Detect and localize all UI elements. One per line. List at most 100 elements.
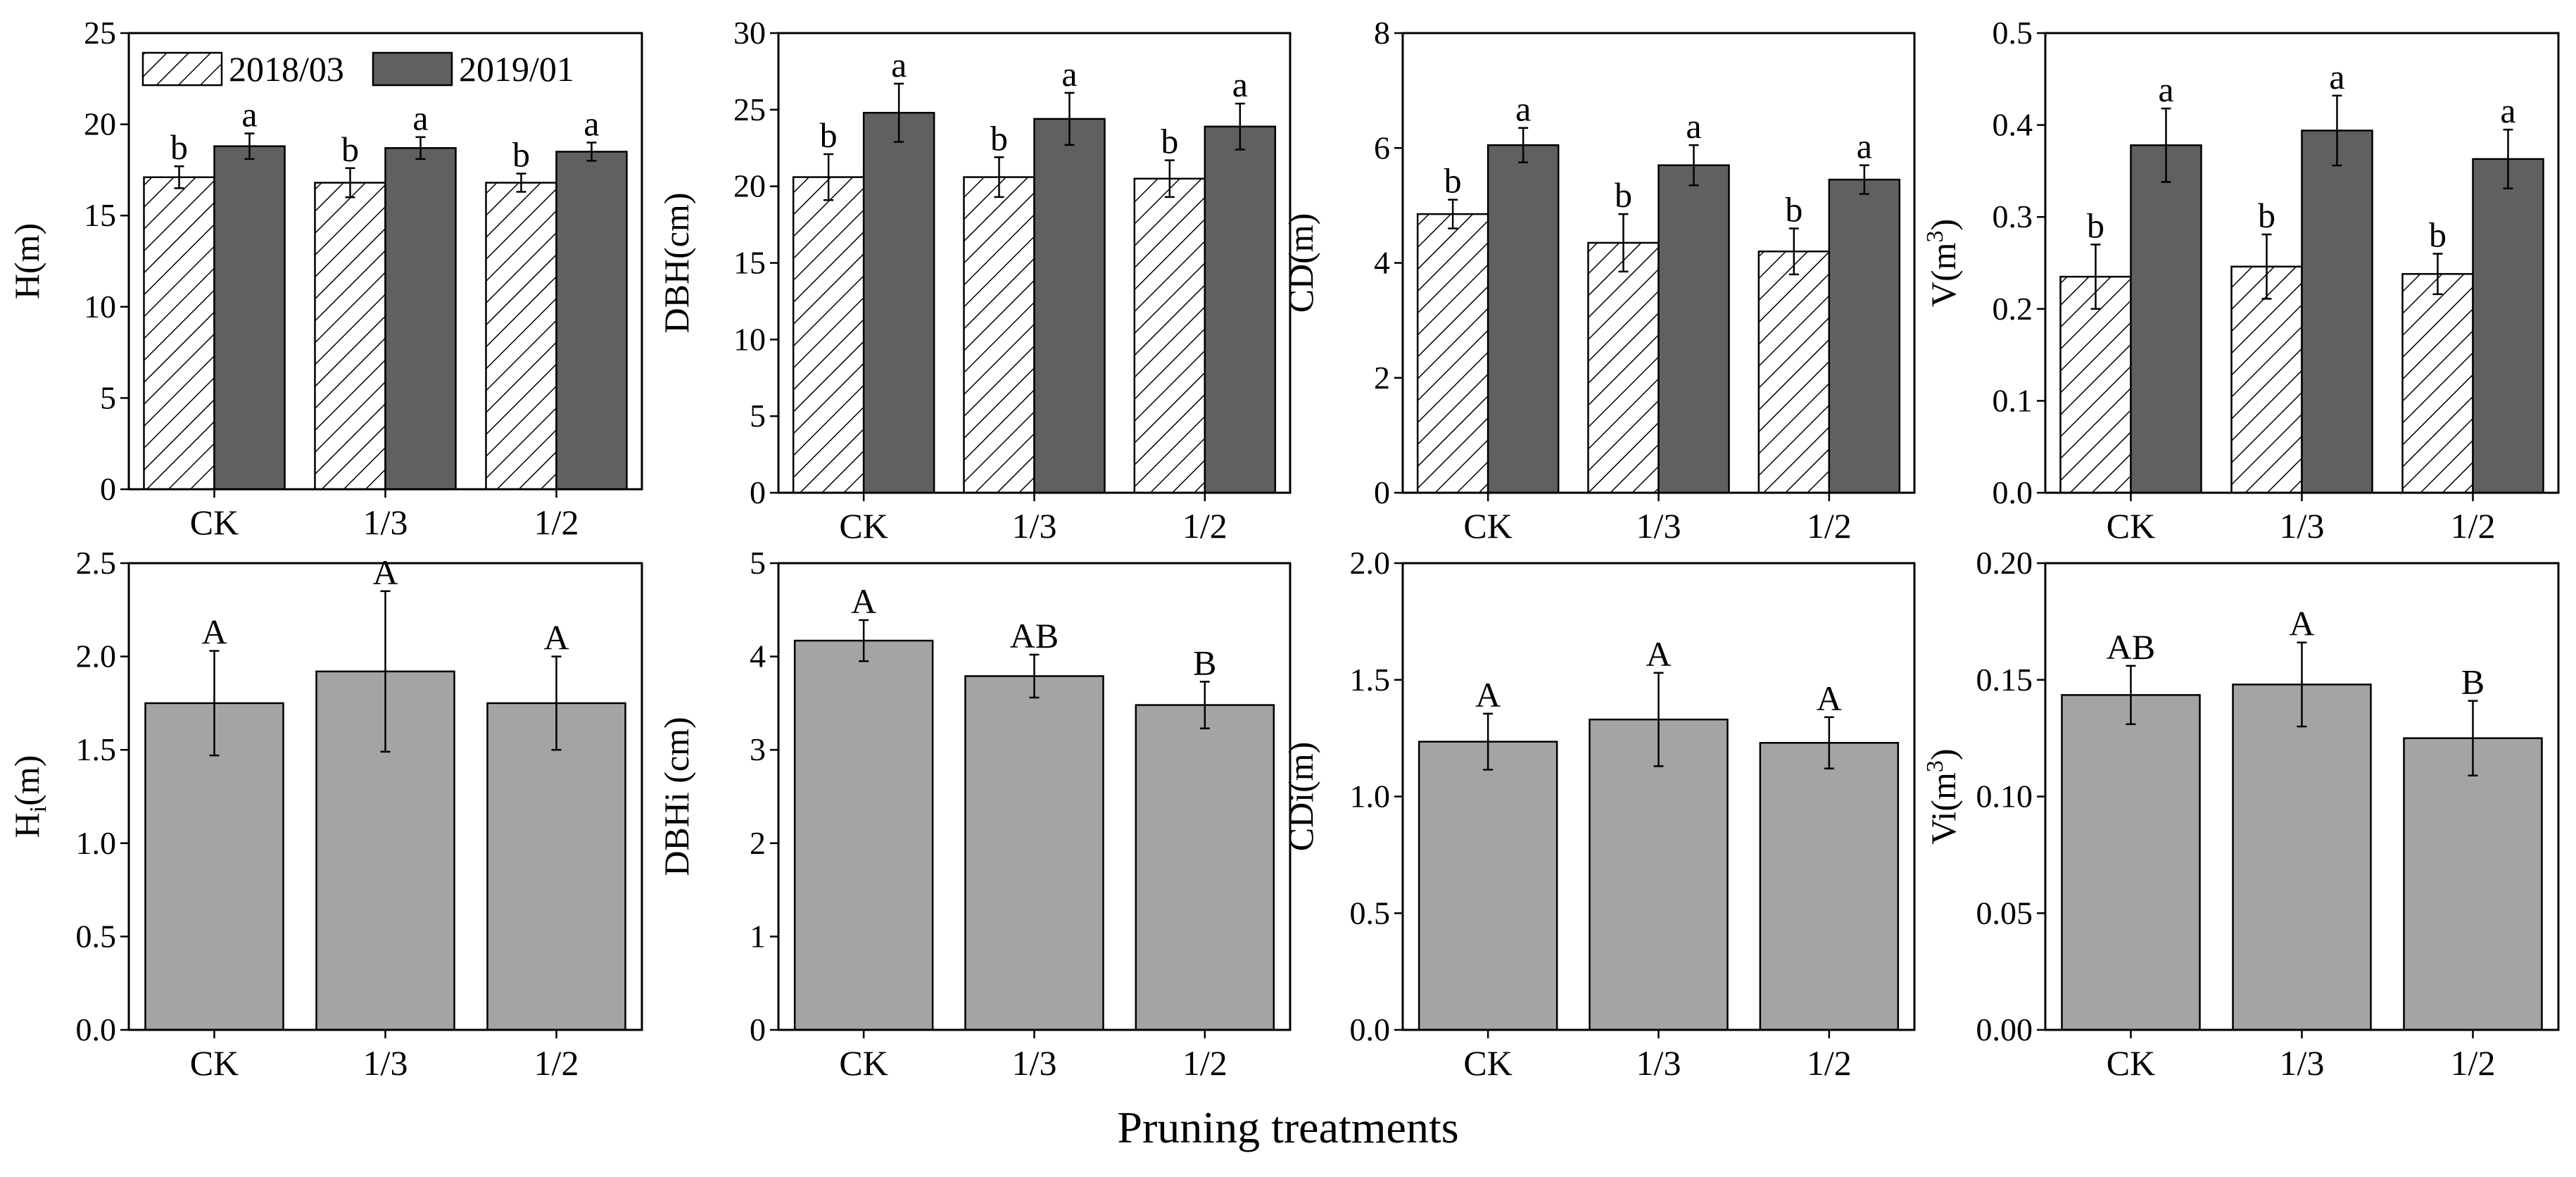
- chart-H-s2018-cat1-bar: [314, 182, 386, 491]
- chart-CD-y-tick-label: 2: [1374, 360, 1390, 396]
- chart-CDi-y-tick-label: 2.0: [1350, 545, 1391, 581]
- chart-CDi-y-axis-title: CDi(m): [1281, 742, 1320, 852]
- chart-Vi-cat2-bar: [2403, 737, 2543, 1031]
- chart-DBH-s2018-cat1-bar: [963, 176, 1035, 494]
- chart-DBH-y-tick-label: 5: [750, 398, 766, 434]
- chart-H-y-tick-label: 15: [84, 197, 116, 233]
- chart-H-s2019-cat1-bar: [384, 147, 457, 491]
- chart-H-s2019-cat0-significance-label: a: [241, 95, 257, 134]
- chart-CDi-cat0-bar: [1418, 741, 1558, 1031]
- chart-V-s2019-cat1-significance-label: a: [2329, 57, 2344, 96]
- chart-Vi-y-axis-title: Vi(m3): [1922, 748, 1963, 844]
- chart-Vi-x-tick-label: CK: [2107, 1043, 2155, 1083]
- chart-CD-y-tick-label: 4: [1374, 245, 1390, 281]
- chart-Hi-y-tick-label: 2.0: [76, 638, 117, 674]
- chart-CD-s2019-cat0-bar: [1486, 144, 1560, 494]
- chart-panel-V: b a CK b a 1/3 b a 1/2 0.0 0.1 0.2 0.3 0.4 0.5 V(m3): [1922, 15, 2560, 546]
- chart-Hi-cat0-significance-label: A: [201, 612, 227, 652]
- chart-V-x-tick-label: CK: [2107, 506, 2155, 546]
- chart-CDi-frame: [1401, 562, 1916, 1031]
- chart-CD-s2018-cat1-bar: [1587, 241, 1660, 494]
- chart-CD-s2019-cat0-significance-label: a: [1515, 89, 1531, 129]
- chart-Hi-y-tick-label: 0.0: [76, 1012, 117, 1047]
- chart-H-frame: [127, 32, 643, 491]
- chart-Hi-x-tick-label: 1/3: [363, 1043, 408, 1083]
- chart-H-s2018-cat1-significance-label: b: [341, 130, 359, 169]
- chart-CD-s2019-cat2-bar: [1828, 178, 1901, 494]
- chart-CDi-x-tick-label: CK: [1463, 1043, 1512, 1083]
- chart-V-frame: [2044, 32, 2560, 494]
- chart-DBHi-y-tick-label: 0: [750, 1012, 766, 1047]
- chart-Hi-x-tick-label: 1/2: [534, 1043, 579, 1083]
- y-axis-title-end: (m): [7, 755, 46, 806]
- chart-V-s2018-cat1-significance-label: b: [2258, 196, 2275, 235]
- chart-CD-s2019-cat2-significance-label: a: [1857, 127, 1872, 166]
- chart-Vi-frame: [2044, 562, 2560, 1031]
- chart-DBH-x-tick-label: CK: [839, 506, 888, 546]
- chart-CD-x-tick-label: CK: [1463, 506, 1512, 546]
- chart-DBH-y-tick-label: 25: [733, 92, 766, 127]
- chart-CDi-y-tick-label: 0.0: [1350, 1012, 1391, 1047]
- chart-V-s2018-cat0-bar: [2059, 275, 2132, 494]
- chart-CD-y-tick-label: 0: [1374, 474, 1390, 510]
- chart-CDi-y-tick-label: 0.5: [1350, 895, 1391, 931]
- chart-Vi-y-tick-label: 0.00: [1976, 1012, 2033, 1047]
- chart-Hi-y-tick-label: 0.5: [76, 918, 117, 954]
- chart-CDi-x-tick-label: 1/2: [1807, 1043, 1852, 1083]
- chart-CDi-y-tick-label: 1.0: [1350, 779, 1391, 814]
- chart-DBH-s2018-cat0-significance-label: b: [820, 115, 838, 155]
- chart-DBH-x-tick-label: 1/3: [1012, 506, 1057, 546]
- chart-DBHi-x-tick-label: 1/2: [1182, 1043, 1227, 1083]
- chart-CD-s2019-cat1-bar: [1658, 164, 1730, 494]
- chart-Vi-x-tick-label: 1/2: [2451, 1043, 2496, 1083]
- chart-H-s2019-cat1-significance-label: a: [412, 99, 428, 138]
- chart-Hi-cat1-significance-label: A: [372, 553, 398, 592]
- chart-DBHi-cat0-bar: [793, 639, 934, 1031]
- chart-V-s2019-cat0-significance-label: a: [2158, 70, 2173, 109]
- chart-V-s2019-cat2-bar: [2472, 158, 2544, 494]
- chart-DBH-s2019-cat2-bar: [1204, 125, 1277, 494]
- chart-panel-H: b a CK b a 1/3 b a 1/2 0 5 10 15 20 25 H(m): [7, 15, 643, 542]
- chart-H-s2018-cat2-significance-label: b: [512, 135, 530, 175]
- chart-panel-Vi: AB CK A 1/3 B 1/2 0.00 0.05 0.10 0.15 0.20 Vi(m3): [1922, 545, 2560, 1083]
- chart-CD-s2018-cat0-bar: [1416, 213, 1489, 494]
- chart-panel-CD: b a CK b a 1/3 b a 1/2 0 2 4 6 8 CD(m): [1281, 15, 1916, 546]
- chart-Hi-y-tick-label: 2.5: [76, 545, 117, 581]
- chart-DBH-s2018-cat1-significance-label: b: [990, 118, 1008, 158]
- y-axis-title-main: Vi(m: [1924, 772, 1963, 845]
- chart-H-y-tick-label: 5: [100, 379, 116, 415]
- chart-Hi-y-tick-label: 1.0: [76, 825, 117, 861]
- chart-panel-DBH: b a CK b a 1/3 b a 1/2 0 5 10 15 20 25 30 DBH(cm): [657, 15, 1292, 546]
- chart-Hi-y-axis-title: Hi(m): [7, 755, 51, 838]
- chart-CDi-cat1-bar: [1589, 718, 1729, 1031]
- chart-V-y-tick-label: 0.1: [1993, 382, 2033, 418]
- chart-CD-s2018-cat0-significance-label: b: [1444, 161, 1462, 201]
- chart-CDi-y-tick-label: 1.5: [1350, 662, 1391, 698]
- chart-panel-CDi: A CK A 1/3 A 1/2 0.0 0.5 1.0 1.5 2.0 CDi(m): [1281, 545, 1916, 1083]
- chart-H-s2018-cat0-significance-label: b: [170, 127, 188, 167]
- chart-DBHi-y-tick-label: 1: [750, 918, 766, 954]
- chart-V-y-tick-label: 0.2: [1993, 291, 2033, 327]
- chart-V-s2018-cat2-significance-label: b: [2429, 215, 2446, 254]
- chart-H-y-tick-label: 20: [84, 106, 116, 142]
- chart-DBH-s2019-cat0-bar: [862, 111, 935, 494]
- chart-V-y-axis-title: V(m3): [1922, 219, 1963, 307]
- chart-V-s2019-cat2-significance-label: a: [2500, 91, 2515, 130]
- y-axis-title-superscript: 3: [1922, 760, 1948, 772]
- chart-CD-s2018-cat2-significance-label: b: [1785, 190, 1802, 229]
- chart-CDi-cat0-significance-label: A: [1475, 675, 1501, 715]
- chart-CDi-cat2-bar: [1759, 742, 1900, 1031]
- chart-Hi-frame: [127, 562, 643, 1031]
- chart-Hi-x-tick-label: CK: [190, 1043, 239, 1083]
- chart-H-y-axis-title: H(m): [7, 223, 46, 299]
- chart-DBH-s2018-cat2-bar: [1133, 177, 1206, 494]
- chart-CDi-x-tick-label: 1/3: [1636, 1043, 1681, 1083]
- chart-DBH-s2019-cat1-significance-label: a: [1061, 54, 1077, 94]
- chart-V-s2019-cat0-bar: [2130, 144, 2202, 494]
- x-axis-title: Pruning treatments: [1117, 1102, 1459, 1152]
- chart-H-s2018-cat0-bar: [143, 176, 215, 491]
- y-axis-title-end: ): [1924, 219, 1963, 231]
- chart-Vi-cat0-bar: [2061, 694, 2201, 1031]
- chart-CD-x-tick-label: 1/2: [1807, 506, 1852, 546]
- legend-label-2019-01: 2019/01: [459, 49, 574, 89]
